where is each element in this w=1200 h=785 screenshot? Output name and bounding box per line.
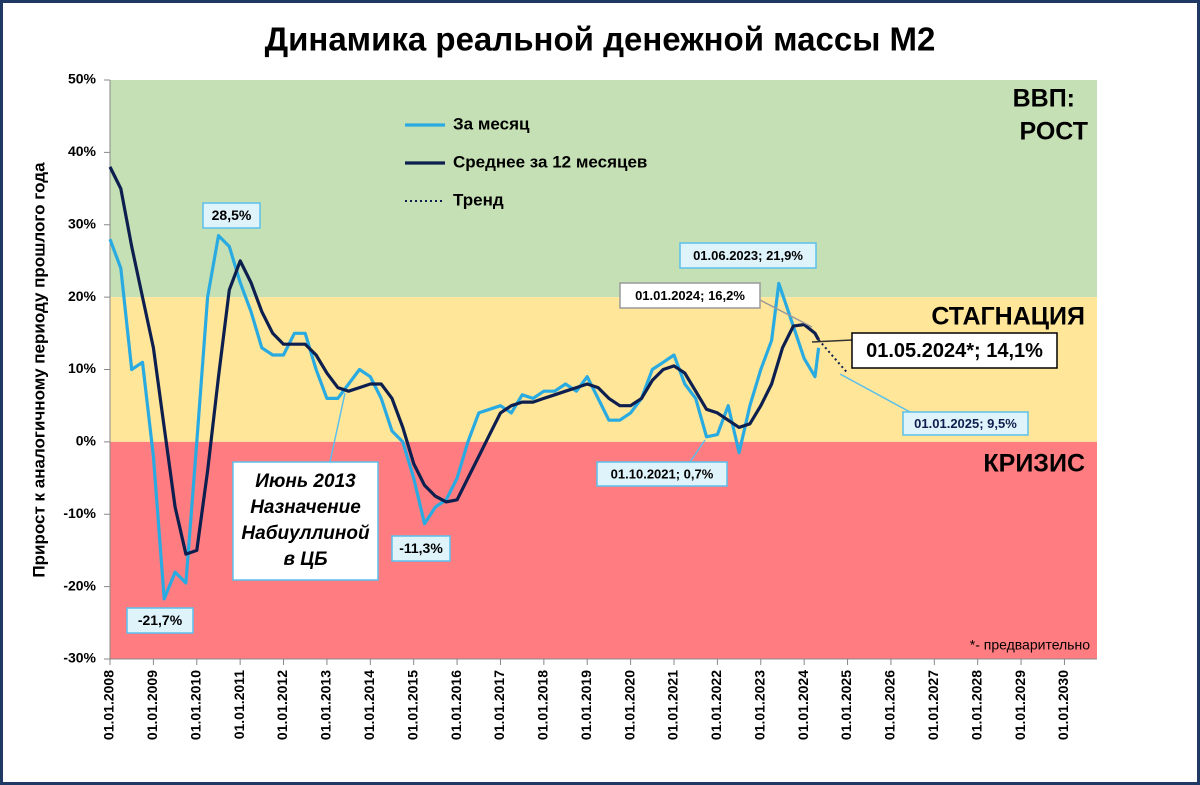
annotation-arrow xyxy=(759,299,813,328)
y-tick-label: 30% xyxy=(68,215,97,231)
x-tick-label: 01.01.2028 xyxy=(968,670,984,740)
y-tick-label: 20% xyxy=(68,288,97,304)
annotation-arrow xyxy=(329,392,346,463)
x-tick-label: 01.01.2012 xyxy=(274,670,290,740)
x-tick-label: 01.01.2030 xyxy=(1055,670,1071,740)
legend-label: За месяц xyxy=(453,114,530,133)
x-tick-label: 01.01.2022 xyxy=(708,670,724,740)
annotation-text: -11,3% xyxy=(399,540,443,556)
y-axis-label: Прирост к аналогичному периоду прошлого … xyxy=(29,162,48,578)
x-tick-label: 01.01.2025 xyxy=(838,670,854,740)
x-tick-label: 01.01.2029 xyxy=(1012,670,1028,740)
x-tick-label: 01.01.2015 xyxy=(404,670,420,740)
annotation-box xyxy=(202,202,261,229)
annotation-text: 01.01.2025; 9,5% xyxy=(914,416,1017,431)
annotation-text: -21,7% xyxy=(138,612,183,628)
annotation-box xyxy=(232,461,379,581)
y-tick-label: 50% xyxy=(68,71,97,87)
zone-label: РОСТ xyxy=(1020,118,1089,146)
annotation-box xyxy=(851,332,1058,369)
annotation-text: 01.05.2024*; 14,1% xyxy=(866,340,1043,362)
annotation-box xyxy=(619,282,761,309)
series-line xyxy=(108,166,820,556)
annotation-text: Июнь 2013 xyxy=(255,471,356,492)
annotation-arrow xyxy=(689,439,706,463)
zone-label: ВВП: xyxy=(1013,85,1075,113)
x-tick-label: 01.01.2016 xyxy=(448,670,464,740)
y-tick-label: -10% xyxy=(63,505,96,521)
zone xyxy=(110,80,1097,298)
x-tick-label: 01.01.2010 xyxy=(187,670,203,740)
annotation-box xyxy=(902,411,1029,436)
x-tick-label: 01.01.2019 xyxy=(578,670,594,740)
annotation-arrow xyxy=(839,373,911,413)
x-tick-label: 01.01.2011 xyxy=(231,670,247,740)
y-tick-label: 40% xyxy=(68,143,97,159)
y-tick-label: 0% xyxy=(76,433,97,449)
zone-label: КРИЗИС xyxy=(983,450,1085,478)
annotation-text: 01.10.2021; 0,7% xyxy=(611,466,714,481)
annotation-arrow xyxy=(811,339,853,343)
annotation-text: Назначение xyxy=(250,497,361,518)
x-tick-label: 01.01.2017 xyxy=(491,670,507,740)
x-tick-label: 01.01.2020 xyxy=(621,670,637,740)
annotation-text: 28,5% xyxy=(212,207,252,223)
annotation-box xyxy=(391,535,451,562)
legend-label: Среднее за 12 месяцев xyxy=(453,152,647,171)
x-tick-label: 01.01.2008 xyxy=(101,670,117,740)
y-tick-label: -30% xyxy=(63,650,96,666)
annotation-text: 01.01.2024; 16,2% xyxy=(635,288,745,303)
annotation-text: 01.06.2023; 21,9% xyxy=(693,248,803,263)
legend-label: Тренд xyxy=(453,190,504,209)
x-tick-label: 01.01.2024 xyxy=(795,670,811,740)
footnote: *- предварительно xyxy=(970,637,1090,653)
x-tick-label: 01.01.2026 xyxy=(882,670,898,740)
series-line xyxy=(817,339,849,374)
annotation-text: в ЦБ xyxy=(283,549,327,570)
zone-label: СТАГНАЦИЯ xyxy=(931,303,1085,331)
x-tick-label: 01.01.2013 xyxy=(318,670,334,740)
x-tick-label: 01.01.2014 xyxy=(361,670,377,740)
annotation-box xyxy=(679,242,817,269)
x-tick-label: 01.01.2027 xyxy=(925,670,941,740)
x-tick-label: 01.01.2009 xyxy=(144,670,160,740)
x-tick-label: 01.01.2021 xyxy=(665,670,681,740)
x-tick-label: 01.01.2018 xyxy=(535,670,551,740)
annotation-box xyxy=(126,607,194,634)
x-tick-label: 01.01.2023 xyxy=(751,670,767,740)
y-tick-label: 10% xyxy=(68,360,97,376)
annotation-text: Набиуллиной xyxy=(241,523,370,544)
series-line xyxy=(108,234,821,601)
annotation-box xyxy=(596,461,728,487)
chart-title: Динамика реальной денежной массы M2 xyxy=(265,21,936,58)
y-tick-label: -20% xyxy=(63,577,96,593)
